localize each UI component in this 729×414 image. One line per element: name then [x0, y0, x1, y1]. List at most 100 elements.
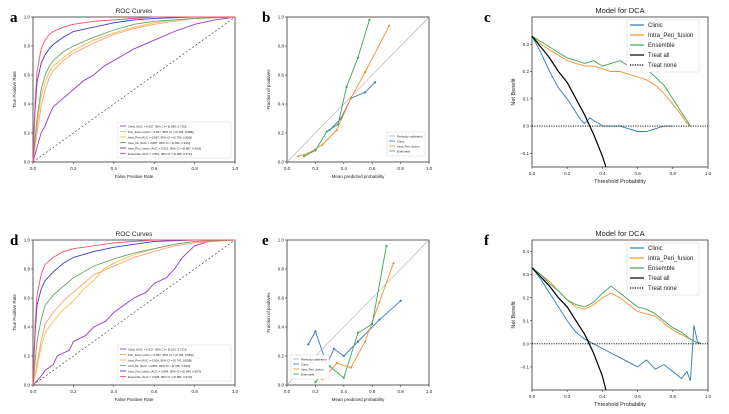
plot-frame — [286, 16, 430, 163]
legend-box — [626, 242, 700, 296]
x-axis-label: False Positive Rate — [115, 397, 154, 402]
series-line-0 — [329, 81, 376, 131]
panel-label-f: f — [484, 233, 489, 249]
legend-entry: Intra_Peri (AUC = 0.824, 95% CI = [0.747… — [128, 358, 192, 362]
x-tick-label: 0.0 — [529, 394, 536, 399]
x-tick-label: 0.2 — [564, 171, 571, 176]
series-point-0 — [314, 330, 317, 333]
series-line-0 — [307, 300, 401, 366]
x-tick-label: 0.0 — [30, 389, 37, 394]
series-point-2 — [385, 244, 388, 247]
legend-entry: Peri_fusion (AUC = 0.857, 95% CI = [0.79… — [128, 130, 194, 134]
legend-entry: Perfectly calibrated — [397, 134, 423, 138]
y-tick-label: 1.0 — [24, 238, 31, 243]
plot-frame — [531, 16, 709, 168]
plot-frame — [32, 239, 236, 386]
series-point-2 — [314, 149, 317, 152]
series-point-1 — [335, 129, 338, 132]
legend-entry: Clinic — [301, 362, 309, 366]
x-tick-label: 0.4 — [111, 166, 118, 171]
legend-entry: Clinic — [648, 23, 663, 29]
legend-entry: Ensemble — [301, 372, 315, 376]
x-tick-label: 0.8 — [191, 166, 198, 171]
cal_bottom-chart: 0.0 0.2 0.4 0.6 0.8 1.0 0.0 0.2 0.4 0.6 0.8 1.0 Mean… — [266, 238, 433, 402]
x-axis-label: Threshold Probability — [594, 402, 646, 408]
chart-title: Model for DCA — [595, 229, 644, 238]
x-tick-label: 0.0 — [284, 166, 291, 171]
panel-label-e: e — [262, 233, 269, 249]
panel-label-d: d — [10, 233, 19, 249]
series-line-4 — [32, 16, 235, 163]
series-line-0 — [32, 16, 236, 163]
cal_top-chart: 0.0 0.2 0.4 0.6 0.8 1.0 0.0 0.2 0.4 0.6 0.8 1.0 Mean… — [266, 15, 433, 179]
legend-entry: Clinic (AUC = 0.617, 95% CI = [0.510, 0.… — [128, 347, 187, 351]
series-point-2 — [314, 381, 317, 384]
x-tick-label: 1.0 — [705, 171, 712, 176]
x-tick-label: 1.0 — [426, 166, 433, 171]
legend-entry: Clinic — [397, 139, 405, 143]
x-tick-label: 1.0 — [705, 394, 712, 399]
series-line-2 — [531, 35, 691, 127]
y-tick-label: 0.4 — [24, 325, 31, 330]
panel-label-c: c — [484, 10, 491, 26]
x-tick-label: 0.8 — [397, 389, 404, 394]
series-line-3 — [531, 267, 607, 391]
y-axis-label: Fraction of positives — [266, 292, 271, 333]
y-tick-label: 0.3 — [523, 272, 530, 277]
x-tick-label: 0.2 — [564, 394, 571, 399]
x-tick-label: 0.0 — [529, 171, 536, 176]
series-point-1 — [378, 301, 381, 304]
series-line-3 — [32, 239, 236, 386]
legend-entry: Intra_DL (AUC = 0.866, 95% CI = [0.786, … — [128, 364, 190, 368]
series-line-3 — [531, 35, 607, 168]
series-point-0 — [399, 299, 402, 302]
series-point-0 — [332, 347, 335, 350]
legend-entry: Intra_Peri_fusion — [301, 367, 324, 371]
y-tick-label: 1.0 — [24, 15, 31, 20]
series-point-1 — [349, 97, 352, 100]
x-tick-label: 0.4 — [599, 394, 606, 399]
x-axis-label: Threshold Probability — [594, 179, 646, 185]
series-point-2 — [356, 56, 360, 59]
x-tick-label: 0.4 — [341, 166, 348, 171]
x-tick-label: 0.6 — [369, 389, 376, 394]
series-line-5 — [32, 239, 235, 386]
legend-entry: Intra_Peri_fusion — [648, 256, 693, 262]
legend-entry: Clinic — [648, 246, 663, 252]
panel-label-a: a — [10, 10, 18, 26]
y-tick-label: 0.1 — [523, 318, 530, 323]
x-tick-label: 0.6 — [369, 166, 376, 171]
y-tick-label: 0.6 — [278, 296, 285, 301]
y-tick-label: 0.6 — [24, 73, 31, 78]
dca_top-chart: Model for DCA 0.0 0.2 0.4 0.6 0.8 1.0 −0.1 0.0 0.… — [511, 6, 712, 185]
series-point-0 — [342, 354, 345, 358]
y-tick-label: 0.4 — [523, 249, 530, 254]
series-point-0 — [307, 343, 310, 346]
x-tick-label: 0.6 — [151, 389, 158, 394]
legend-entry: Treat all — [648, 276, 669, 282]
x-tick-label: 0.2 — [312, 166, 319, 171]
y-tick-label: 0.8 — [24, 267, 31, 272]
legend-entry: Intra_Peri_fusion (AUC = 0.921, 95% CI =… — [128, 146, 201, 150]
legend-entry: Intra_Peri (AUC = 0.867, 95% CI = [0.799… — [128, 135, 192, 139]
y-tick-label: 0.0 — [24, 160, 31, 165]
series-line-1 — [32, 239, 236, 386]
series-line-0 — [531, 35, 673, 132]
series-point-0 — [356, 340, 360, 343]
legend-entry: Ensemble (AUC = 0.928, 95% CI = [0.881, … — [128, 375, 192, 379]
series-line-4 — [32, 239, 235, 386]
x-tick-label: 0.6 — [634, 394, 641, 399]
series-point-2 — [345, 85, 348, 88]
reference-diagonal — [32, 16, 236, 163]
x-tick-label: 0.4 — [341, 389, 348, 394]
series-point-1 — [364, 71, 367, 74]
plot-frame — [531, 239, 709, 391]
x-tick-label: 0.8 — [191, 389, 198, 394]
y-tick-label: 0.0 — [278, 160, 285, 165]
y-tick-label: 0.0 — [24, 383, 31, 388]
series-point-2 — [368, 18, 371, 21]
series-line-0 — [531, 267, 702, 381]
legend-entry: Intra_DL (AUC = 0.887, 95% CI = [0.831, … — [128, 141, 190, 145]
legend-entry: Clinic (AUC = 0.657, 95% CI = [0.586, 0.… — [128, 124, 187, 128]
y-tick-label: 0.0 — [523, 341, 530, 346]
